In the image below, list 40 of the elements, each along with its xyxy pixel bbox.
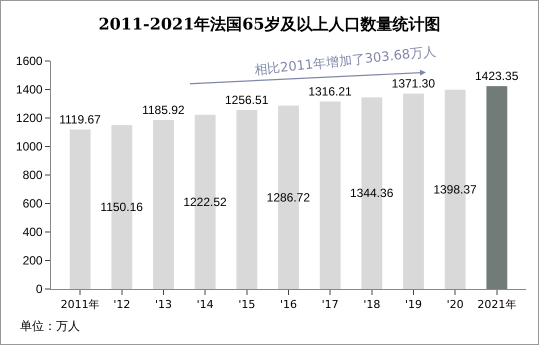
y-tick-label: 200 bbox=[22, 254, 43, 268]
bar bbox=[153, 120, 174, 289]
x-tick-label: '13 bbox=[154, 298, 172, 312]
y-tick-label: 400 bbox=[22, 225, 43, 240]
data-label: 1286.72 bbox=[266, 190, 310, 204]
bar bbox=[236, 110, 258, 289]
data-label: 1316.21 bbox=[308, 84, 352, 98]
x-tick-label: '15 bbox=[238, 298, 256, 312]
y-tick-label: 1000 bbox=[16, 140, 43, 154]
bar bbox=[403, 94, 424, 289]
x-tick-label: '14 bbox=[196, 298, 214, 312]
data-label: 1222.52 bbox=[183, 194, 228, 209]
data-label: 1398.37 bbox=[433, 182, 478, 196]
data-label: 1423.35 bbox=[474, 69, 519, 84]
x-tick-label: '20 bbox=[446, 298, 464, 312]
y-tick-label: 0 bbox=[36, 282, 43, 296]
data-label: 1256.51 bbox=[224, 92, 269, 107]
y-tick-label: 1600 bbox=[16, 54, 43, 68]
bar bbox=[320, 101, 341, 289]
x-tick-label: 2021年 bbox=[477, 298, 516, 312]
x-tick-label: '19 bbox=[404, 298, 422, 312]
x-tick-label: 2011年 bbox=[60, 298, 100, 312]
y-tick-label: 800 bbox=[22, 168, 43, 182]
data-label: 1185.92 bbox=[142, 103, 185, 118]
x-tick-label: '16 bbox=[280, 298, 298, 312]
data-label: 1150.16 bbox=[100, 200, 144, 214]
data-label: 1371.30 bbox=[392, 76, 436, 91]
annotation: 相比2011年增加了303.68万人 bbox=[254, 44, 437, 79]
bar bbox=[70, 129, 91, 289]
data-label: 1119.67 bbox=[59, 112, 102, 126]
x-tick-label: '18 bbox=[363, 298, 380, 312]
y-tick-label: 600 bbox=[22, 196, 43, 211]
y-tick-label: 1200 bbox=[16, 111, 43, 126]
x-tick-label: '17 bbox=[322, 298, 339, 312]
y-tick-label: 1400 bbox=[16, 82, 43, 97]
bar bbox=[486, 86, 508, 289]
x-tick-label: '12 bbox=[113, 298, 130, 312]
data-label: 1344.36 bbox=[350, 186, 394, 200]
text: 单位：万人 bbox=[20, 319, 80, 333]
chart-title: 2011-2021年法国65岁及以上人口数量统计图 bbox=[98, 14, 440, 34]
